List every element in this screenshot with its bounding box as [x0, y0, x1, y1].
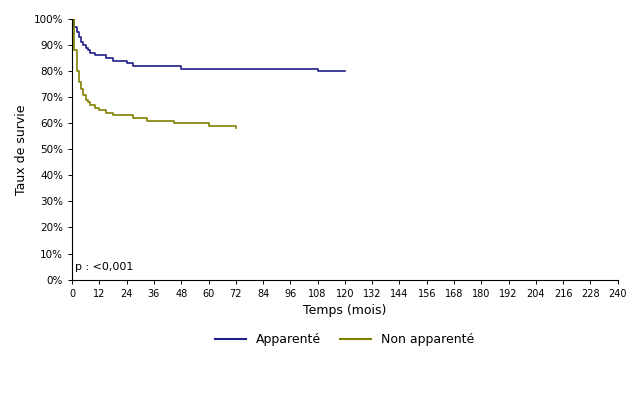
- Apparenté: [218, 66, 226, 71]
- Non apparenté: [96, 108, 103, 113]
- Apparenté: [102, 56, 110, 61]
- Apparenté: [80, 43, 87, 47]
- Non apparenté: [75, 79, 83, 84]
- Non apparenté: [87, 103, 94, 107]
- Non apparenté: [198, 121, 205, 126]
- Apparenté: [341, 69, 349, 73]
- Apparenté: [71, 24, 78, 29]
- Non apparenté: [150, 118, 158, 123]
- Apparenté: [150, 63, 158, 68]
- Non apparenté: [232, 126, 239, 131]
- Apparenté: [198, 66, 205, 71]
- Y-axis label: Taux de survie: Taux de survie: [15, 104, 28, 194]
- Apparenté: [211, 66, 219, 71]
- X-axis label: Temps (mois): Temps (mois): [303, 304, 386, 317]
- Legend: Apparenté, Non apparenté: Apparenté, Non apparenté: [210, 328, 480, 352]
- Non apparenté: [137, 115, 144, 120]
- Apparenté: [93, 53, 101, 58]
- Non apparenté: [93, 105, 101, 110]
- Non apparenté: [84, 100, 92, 105]
- Non apparenté: [123, 113, 130, 118]
- Apparenté: [314, 69, 322, 73]
- Apparenté: [171, 63, 178, 68]
- Non apparenté: [130, 115, 137, 120]
- Non apparenté: [218, 124, 226, 128]
- Apparenté: [77, 40, 85, 45]
- Non apparenté: [77, 87, 85, 92]
- Non apparenté: [80, 92, 87, 97]
- Apparenté: [75, 35, 83, 40]
- Non apparenté: [102, 110, 110, 115]
- Apparenté: [91, 53, 99, 58]
- Apparenté: [87, 51, 94, 55]
- Non apparenté: [68, 16, 76, 21]
- Non apparenté: [205, 124, 213, 128]
- Line: Apparenté: Apparenté: [72, 19, 345, 71]
- Non apparenté: [211, 124, 219, 128]
- Non apparenté: [71, 48, 78, 53]
- Apparenté: [177, 66, 185, 71]
- Apparenté: [130, 63, 137, 68]
- Non apparenté: [89, 103, 96, 107]
- Apparenté: [191, 66, 199, 71]
- Non apparenté: [143, 118, 151, 123]
- Apparenté: [232, 66, 239, 71]
- Apparenté: [96, 53, 103, 58]
- Line: Non apparenté: Non apparenté: [72, 19, 236, 128]
- Non apparenté: [164, 118, 171, 123]
- Non apparenté: [191, 121, 199, 126]
- Non apparenté: [225, 124, 233, 128]
- Apparenté: [143, 63, 151, 68]
- Apparenté: [259, 66, 267, 71]
- Apparenté: [116, 58, 124, 63]
- Non apparenté: [91, 105, 99, 110]
- Apparenté: [184, 66, 192, 71]
- Apparenté: [137, 63, 144, 68]
- Apparenté: [205, 66, 213, 71]
- Non apparenté: [73, 69, 80, 73]
- Non apparenté: [184, 121, 192, 126]
- Text: p : <0,001: p : <0,001: [76, 262, 134, 272]
- Non apparenté: [82, 97, 90, 102]
- Apparenté: [73, 30, 80, 34]
- Non apparenté: [109, 113, 117, 118]
- Non apparenté: [177, 121, 185, 126]
- Apparenté: [109, 58, 117, 63]
- Non apparenté: [157, 118, 164, 123]
- Apparenté: [89, 51, 96, 55]
- Apparenté: [82, 45, 90, 50]
- Apparenté: [68, 16, 76, 21]
- Apparenté: [84, 48, 92, 53]
- Apparenté: [225, 66, 233, 71]
- Non apparenté: [116, 113, 124, 118]
- Non apparenté: [171, 121, 178, 126]
- Apparenté: [164, 63, 171, 68]
- Apparenté: [157, 63, 164, 68]
- Apparenté: [286, 66, 294, 71]
- Apparenté: [123, 61, 130, 66]
